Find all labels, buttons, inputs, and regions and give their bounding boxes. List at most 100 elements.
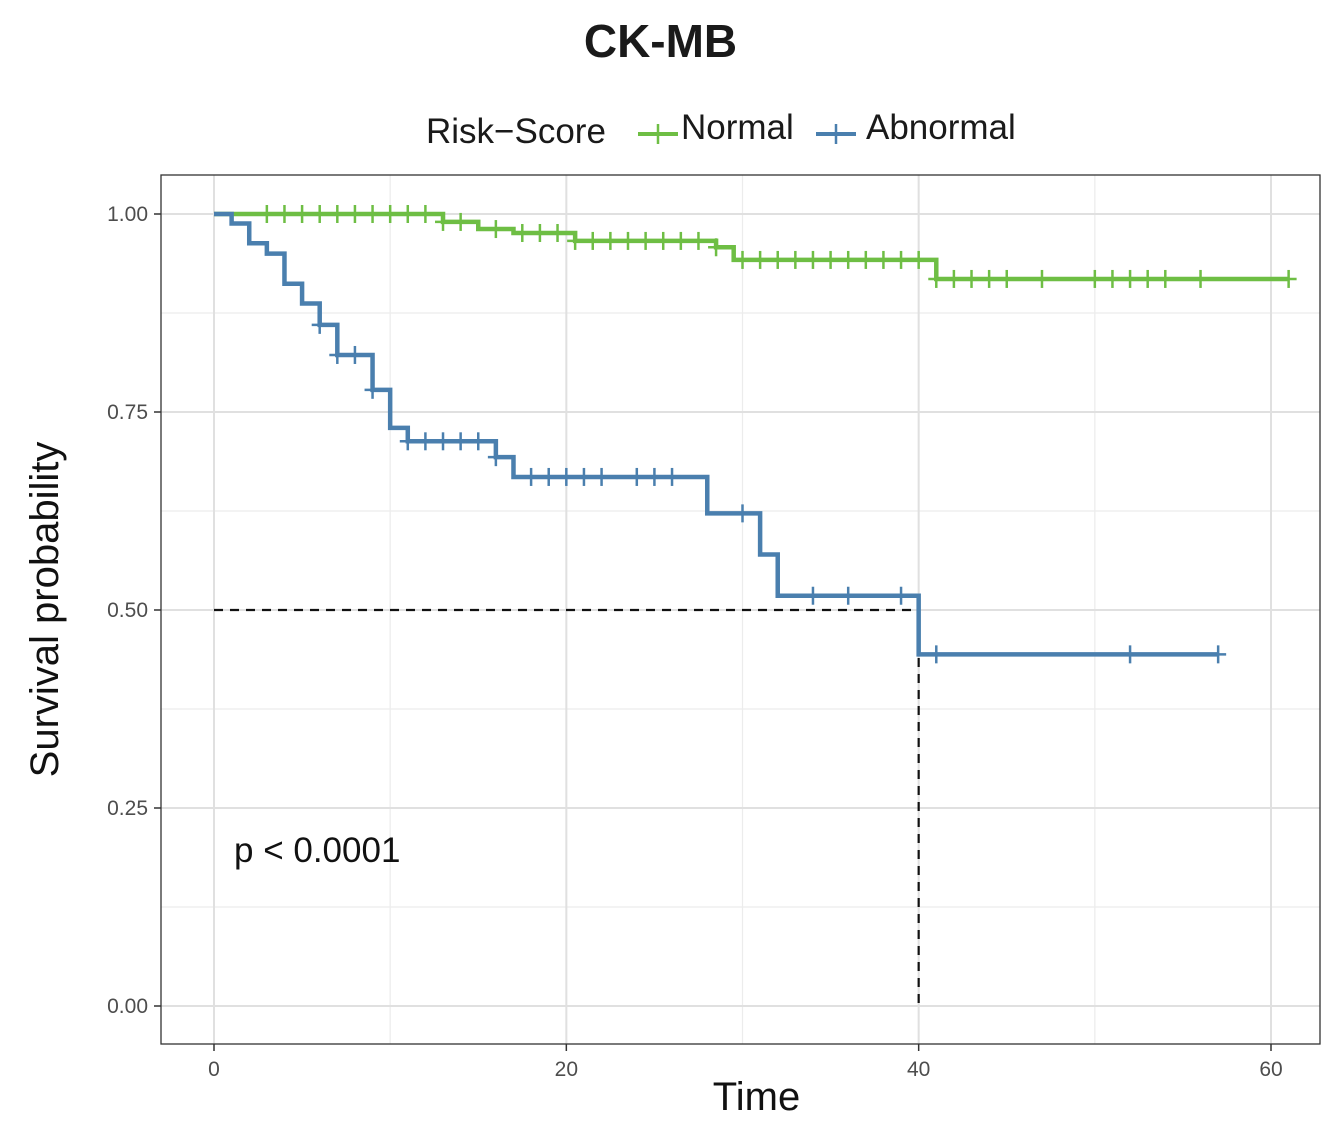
x-tick-label: 0	[208, 1058, 220, 1081]
censor-mark-normal	[1192, 269, 1209, 288]
censor-mark-abnormal	[329, 345, 346, 364]
censor-mark-abnormal	[523, 467, 540, 486]
censor-mark-abnormal	[646, 467, 663, 486]
censor-mark-abnormal	[593, 467, 610, 486]
censor-mark-abnormal	[346, 345, 363, 364]
series-layer	[214, 205, 1297, 664]
censor-mark-abnormal	[628, 467, 645, 486]
censor-mark-normal	[752, 250, 769, 269]
censor-mark-normal	[329, 205, 346, 223]
y-tick-label: 0.75	[107, 401, 148, 424]
censor-mark-normal	[549, 224, 566, 243]
censor-mark-abnormal	[664, 467, 681, 486]
censor-mark-abnormal	[452, 432, 469, 451]
p-value-annotation: p < 0.0001	[234, 831, 400, 870]
censor-mark-normal	[311, 205, 328, 223]
x-tick-label: 40	[907, 1058, 930, 1081]
legend-label-normal: Normal	[681, 108, 794, 147]
censor-mark-normal	[294, 205, 311, 223]
censor-mark-normal	[672, 231, 689, 250]
x-axis-label: Time	[713, 1075, 800, 1119]
censor-mark-abnormal	[928, 645, 945, 664]
censor-mark-normal	[998, 269, 1015, 288]
censor-mark-abnormal	[558, 467, 575, 486]
censor-mark-normal	[1086, 269, 1103, 288]
censor-mark-normal	[963, 269, 980, 288]
censor-mark-normal	[452, 212, 469, 231]
censor-mark-abnormal	[470, 432, 487, 451]
censor-mark-normal	[893, 250, 910, 269]
censor-mark-normal	[276, 205, 293, 223]
censor-mark-normal	[1157, 269, 1174, 288]
censor-mark-normal	[1033, 269, 1050, 288]
censor-mark-normal	[822, 250, 839, 269]
censor-mark-abnormal	[364, 380, 381, 399]
series-abnormal	[214, 211, 1227, 664]
median-reference-lines	[214, 608, 920, 1006]
censor-mark-abnormal	[840, 586, 857, 605]
censor-mark-normal	[769, 250, 786, 269]
x-tick-label: 60	[1259, 1058, 1282, 1081]
censor-mark-normal	[945, 269, 962, 288]
censor-mark-normal	[602, 231, 619, 250]
series-normal	[214, 205, 1297, 288]
censor-mark-normal	[531, 224, 548, 243]
censor-mark-normal	[708, 238, 725, 257]
censor-mark-normal	[910, 250, 927, 269]
censor-mark-normal	[258, 205, 275, 223]
legend-key-abnormal	[816, 124, 856, 144]
censor-mark-normal	[840, 250, 857, 269]
y-axis-label: Survival probability	[23, 442, 67, 778]
censor-mark-abnormal	[399, 432, 416, 451]
legend-key-normal	[638, 124, 678, 144]
censor-mark-normal	[637, 231, 654, 250]
censor-mark-normal	[655, 231, 672, 250]
censor-mark-abnormal	[417, 432, 434, 451]
censor-mark-abnormal	[804, 586, 821, 605]
y-tick-label: 0.00	[107, 995, 148, 1018]
censor-mark-normal	[584, 231, 601, 250]
censor-mark-normal	[734, 250, 751, 269]
x-tick-label: 20	[555, 1058, 578, 1081]
censor-mark-normal	[1280, 269, 1297, 288]
y-tick-label: 1.00	[107, 203, 148, 226]
legend-title: Risk−Score	[426, 112, 606, 151]
censor-mark-normal	[364, 205, 381, 223]
legend-label-abnormal: Abnormal	[866, 108, 1016, 147]
censor-mark-normal	[417, 205, 434, 223]
censor-mark-normal	[487, 220, 504, 239]
censor-mark-normal	[875, 250, 892, 269]
y-tick-label: 0.50	[107, 599, 148, 622]
censor-mark-abnormal	[893, 586, 910, 605]
chart-title: CK-MB	[583, 15, 738, 67]
censor-mark-abnormal	[1210, 645, 1227, 664]
censor-mark-normal	[346, 205, 363, 223]
censor-mark-normal	[857, 250, 874, 269]
axes: 0 20 40 60 0.00 0.25 0.50 0.75 1.00	[107, 203, 1283, 1081]
censor-mark-normal	[514, 224, 531, 243]
censor-mark-normal	[435, 212, 452, 231]
censor-mark-normal	[928, 269, 945, 288]
censor-mark-normal	[690, 231, 707, 250]
censor-mark-normal	[567, 231, 584, 250]
censor-mark-normal	[981, 269, 998, 288]
censor-mark-abnormal	[487, 448, 504, 467]
survival-curve-abnormal	[214, 211, 1219, 657]
censor-mark-normal	[787, 250, 804, 269]
censor-mark-abnormal	[540, 467, 557, 486]
censor-mark-abnormal	[1122, 645, 1139, 664]
censor-mark-abnormal	[435, 432, 452, 451]
censor-mark-abnormal	[311, 315, 328, 334]
survival-curve-normal	[214, 211, 1289, 282]
censor-mark-abnormal	[575, 467, 592, 486]
censor-mark-normal	[1122, 269, 1139, 288]
censor-mark-normal	[619, 231, 636, 250]
censor-mark-normal	[382, 205, 399, 223]
censor-mark-normal	[804, 250, 821, 269]
censor-mark-normal	[1104, 269, 1121, 288]
censor-mark-normal	[399, 205, 416, 223]
y-tick-label: 0.25	[107, 797, 148, 820]
censor-mark-abnormal	[734, 504, 751, 523]
legend: Risk−Score Normal Abnormal	[0, 108, 1321, 156]
